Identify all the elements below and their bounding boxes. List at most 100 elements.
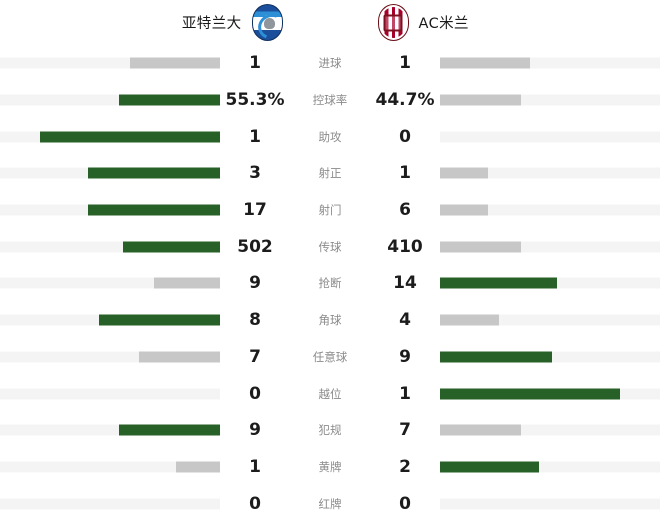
away-bar-track [440,498,660,510]
home-stat-value: 9 [249,273,261,294]
home-stat-value: 8 [249,310,261,331]
away-stat-value: 44.7% [375,90,435,111]
stat-label: 射正 [318,166,342,181]
away-stat-value: 1 [399,383,411,404]
table-row: 1 进球 1 [0,45,660,82]
home-bar-fill [123,241,220,253]
stat-label: 射门 [318,203,342,218]
home-stat-value: 502 [237,236,273,257]
home-bar-track [0,57,220,69]
home-bar-fill [88,204,220,216]
away-bar-track [440,241,660,253]
ac-milan-crest-icon [377,4,409,41]
away-bar-fill [440,424,522,436]
away-bar-track [440,424,660,436]
away-bar-fill [440,314,500,326]
home-bar-track [0,94,220,106]
stat-label: 助攻 [318,129,342,144]
away-stat-value: 9 [399,346,411,367]
home-bar-fill [154,277,220,289]
away-bar-track [440,461,660,473]
away-bar-fill [440,461,539,473]
table-row: 0 越位 1 [0,375,660,412]
home-bar-track [0,167,220,179]
home-stat-value: 0 [249,383,261,404]
home-bar-track [0,424,220,436]
table-row: 9 犯规 7 [0,411,660,449]
away-stat-value: 6 [399,200,411,221]
away-team-name: AC米兰 [418,16,469,32]
home-bar-fill [88,167,220,179]
home-bar-track [0,351,220,363]
home-stat-value: 1 [249,456,261,477]
away-bar-track [440,131,660,143]
stats-row-list: 1 进球 1 55.3% 控球率 44.7% 1 助攻 0 3 射正 1 17 射门 6 502 传球 410 9 抢… [0,45,660,522]
away-bar-fill [440,94,522,106]
home-bar-track [0,314,220,326]
stat-label: 控球率 [312,93,348,108]
table-row: 8 角球 4 [0,301,660,339]
stat-label: 黄牌 [318,459,342,474]
away-stat-value: 410 [387,236,423,257]
table-row: 7 任意球 9 [0,338,660,376]
table-row: 1 助攻 0 [0,118,660,156]
home-bar-fill [99,314,220,326]
away-stat-value: 2 [399,456,411,477]
stat-label: 进球 [318,56,342,71]
stat-label: 越位 [318,386,342,401]
home-bar-fill [118,94,220,106]
home-stat-value: 9 [249,420,261,441]
table-row: 1 黄牌 2 [0,448,660,486]
home-bar-fill [118,424,220,436]
table-row: 55.3% 控球率 44.7% [0,81,660,119]
home-bar-track [0,204,220,216]
home-stat-value: 17 [243,200,267,221]
away-stat-value: 0 [399,126,411,147]
away-bar-track [440,388,660,400]
away-bar-fill [440,204,489,216]
away-bar-track [440,94,660,106]
away-stat-value: 7 [399,420,411,441]
home-stat-value: 3 [249,163,261,184]
home-bar-fill [129,57,220,69]
away-bar-track [440,204,660,216]
stat-label: 犯规 [318,423,342,438]
away-bar-track [440,277,660,289]
table-row: 502 传球 410 [0,228,660,266]
table-row: 9 抢断 14 [0,265,660,302]
table-row: 3 射正 1 [0,155,660,192]
away-stat-value: 14 [393,273,417,294]
match-header: 亚特兰大 AC米兰 [0,0,660,45]
table-row: 0 红牌 0 [0,485,660,522]
home-bar-fill [138,351,220,363]
away-stat-value: 1 [399,163,411,184]
home-stat-value: 55.3% [225,90,285,111]
home-bar-track [0,461,220,473]
stat-label: 抢断 [318,276,342,291]
away-bar-track [440,351,660,363]
away-bar-fill [440,277,557,289]
away-bar-fill [440,388,621,400]
away-bar-track [440,314,660,326]
home-stat-value: 1 [249,53,261,74]
away-stat-value: 4 [399,310,411,331]
home-stat-value: 0 [249,493,261,514]
away-stat-value: 0 [399,493,411,514]
home-bar-track [0,277,220,289]
home-stat-value: 7 [249,346,261,367]
away-bar-fill [440,351,553,363]
away-bar-track [440,167,660,179]
away-bar-fill [440,57,531,69]
home-bar-fill [176,461,220,473]
home-bar-track [0,241,220,253]
home-team-name: 亚特兰大 [181,16,242,32]
away-bar-fill [440,241,522,253]
away-stat-value: 1 [399,53,411,74]
home-bar-track [0,131,220,143]
away-bar-track [440,57,660,69]
stat-label: 角球 [318,313,342,328]
atalanta-crest-icon [251,4,283,41]
home-bar-track [0,498,220,510]
stat-label: 任意球 [312,349,348,364]
